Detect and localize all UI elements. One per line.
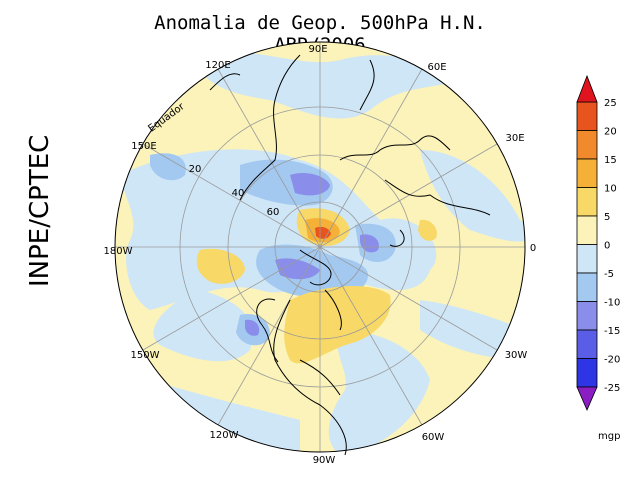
negative-anomaly-region [420, 300, 525, 360]
positive-anomaly-region [284, 285, 391, 364]
longitude-label: 0 [530, 243, 536, 254]
latitude-label: 40 [232, 188, 245, 199]
colorbar-box [576, 301, 598, 331]
colorbar-tick-label: -10 [604, 298, 620, 309]
latitude-label: 60 [267, 207, 280, 218]
longitude-label: 120W [210, 430, 239, 441]
longitude-label: 150E [131, 141, 156, 152]
colorbar-box [576, 244, 598, 274]
longitude-label: 30E [505, 133, 524, 144]
negative-anomaly-core [150, 153, 186, 181]
longitude-label: 60W [422, 432, 445, 443]
colorbar-box [576, 158, 598, 188]
colorbar-tick-label: 5 [604, 212, 610, 223]
positive-anomaly-region [196, 248, 245, 284]
positive-anomaly-max [315, 226, 331, 239]
colorbar-tick-label: -15 [604, 326, 620, 337]
negative-anomaly-region [190, 50, 460, 119]
colorbar-bottom-arrow [576, 386, 598, 412]
colorbar-tick-label: 0 [604, 241, 610, 252]
longitude-label: 30W [505, 350, 528, 361]
colorbar-tick-label: 20 [604, 127, 617, 138]
longitude-label: 90E [308, 44, 327, 55]
positive-anomaly-region [418, 219, 437, 241]
negative-anomaly-max [275, 258, 320, 280]
colorbar-box [576, 358, 598, 388]
colorbar-box [576, 272, 598, 302]
colorbar-box [576, 329, 598, 359]
colorbar-tick-label: -20 [604, 355, 620, 366]
latitude-label: 20 [189, 164, 202, 175]
colorbar-box [576, 187, 598, 217]
longitude-label: 60E [427, 62, 446, 73]
longitude-label: 180W [104, 246, 133, 257]
colorbar-boxes [576, 101, 598, 388]
longitude-label: 120E [205, 60, 230, 71]
colorbar-tick-label: 25 [604, 98, 617, 109]
coastlines [209, 54, 491, 456]
negative-anomaly-region [420, 150, 525, 242]
colorbar-top-arrow [576, 74, 598, 103]
colorbar-tick-label: -5 [604, 269, 614, 280]
negative-anomaly-region [328, 330, 430, 452]
colorbar-box [576, 130, 598, 160]
negative-anomaly-region [153, 290, 253, 362]
colorbar-units: mgp [598, 431, 621, 442]
colorbar-box [576, 215, 598, 245]
longitude-grid [115, 42, 525, 452]
negative-anomaly-max [244, 319, 260, 336]
longitude-label: 150W [131, 350, 160, 361]
colorbar-box [576, 101, 598, 131]
colorbar-tick-label: -25 [604, 383, 620, 394]
longitude-label: 90W [313, 455, 336, 466]
colorbar-tick-label: 10 [604, 184, 617, 195]
map-border [114, 41, 526, 453]
colorbar-tick-label: 15 [604, 155, 617, 166]
